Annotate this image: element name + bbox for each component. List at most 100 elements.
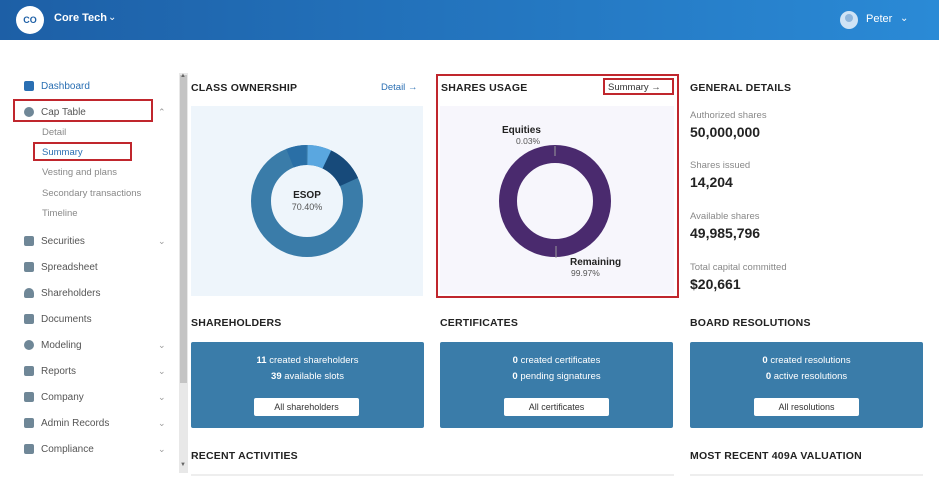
sidebar-item-label: Spreadsheet <box>41 261 98 273</box>
sidebar-item-spreadsheet[interactable]: Spreadsheet <box>24 259 98 275</box>
sidebar-sub-secondary[interactable]: Secondary transactions <box>42 188 142 199</box>
sidebar-item-cap-table[interactable]: Cap Table ⌃ <box>24 104 166 120</box>
authorized-shares-label: Authorized shares <box>690 110 767 121</box>
chevron-down-icon: ⌄ <box>158 391 166 402</box>
sidebar-item-label: Reports <box>41 365 77 377</box>
building-icon <box>24 392 34 402</box>
available-shares-label: Available shares <box>690 211 760 222</box>
class-ownership-donut <box>251 145 363 257</box>
certificates-title: CERTIFICATES <box>440 317 519 329</box>
card-text: created certificates <box>520 355 601 366</box>
shield-icon <box>24 444 34 454</box>
shareholders-card: 11 created shareholders 39 available slo… <box>191 342 424 428</box>
count: 0 <box>512 371 518 382</box>
remaining-value: 99.97% <box>571 268 600 278</box>
sidebar-sub-detail[interactable]: Detail <box>42 127 67 138</box>
total-capital-value: $20,661 <box>690 276 741 292</box>
chevron-down-icon[interactable]: ⌄ <box>108 12 117 23</box>
sidebar-item-label: Documents <box>41 313 92 325</box>
sidebar-sub-timeline[interactable]: Timeline <box>42 208 78 219</box>
card-line: 39 available slots <box>191 371 424 382</box>
card-text: created shareholders <box>269 355 359 366</box>
shares-usage-summary-link[interactable]: Summary → <box>608 82 661 93</box>
scrollbar-thumb[interactable] <box>180 75 187 383</box>
sidebar-item-securities[interactable]: Securities ⌄ <box>24 233 166 249</box>
card-line: 11 created shareholders <box>191 355 424 366</box>
sidebar-item-compliance[interactable]: Compliance ⌄ <box>24 441 166 457</box>
all-certificates-button[interactable]: All certificates <box>504 398 609 416</box>
shares-usage-title: SHARES USAGE <box>441 82 528 94</box>
scroll-up-icon[interactable]: ▲ <box>180 73 186 79</box>
board-resolutions-title: BOARD RESOLUTIONS <box>690 317 811 329</box>
summary-link-label: Summary <box>608 82 649 93</box>
scroll-down-icon[interactable]: ▼ <box>180 462 186 468</box>
sidebar-item-label: Compliance <box>41 443 94 455</box>
sidebar-item-company[interactable]: Company ⌄ <box>24 389 166 405</box>
sidebar-item-shareholders[interactable]: Shareholders <box>24 285 100 301</box>
class-ownership-panel <box>191 106 423 296</box>
pie-chart-icon <box>24 107 34 117</box>
arrow-right-icon: → <box>651 82 661 93</box>
sidebar-item-modeling[interactable]: Modeling ⌄ <box>24 337 166 353</box>
card-line: 0 active resolutions <box>690 371 923 382</box>
sidebar-item-label: Admin Records <box>41 417 110 429</box>
count: 11 <box>256 355 267 366</box>
sidebar-item-label: Modeling <box>41 339 82 351</box>
card-text: active resolutions <box>773 371 848 382</box>
sidebar-item-label: Company <box>41 391 84 403</box>
reports-icon <box>24 366 34 376</box>
shares-issued-value: 14,204 <box>690 174 733 190</box>
user-avatar-icon[interactable] <box>840 11 858 29</box>
board-resolutions-card: 0 created resolutions 0 active resolutio… <box>690 342 923 428</box>
chevron-down-icon[interactable]: ⌄ <box>900 13 909 24</box>
card-line: 0 pending signatures <box>440 371 673 382</box>
all-shareholders-button[interactable]: All shareholders <box>254 398 359 416</box>
available-shares-value: 49,985,796 <box>690 225 761 241</box>
all-resolutions-button[interactable]: All resolutions <box>754 398 859 416</box>
shares-usage-donut <box>499 145 611 258</box>
count: 0 <box>765 371 772 382</box>
equities-value: 0.03% <box>516 136 541 146</box>
highlight-box <box>436 74 679 298</box>
top-bar: CO Core Tech ⌄ Peter ⌄ <box>0 0 939 40</box>
total-capital-label: Total capital committed <box>690 262 787 273</box>
donut-center-label: ESOP <box>293 190 321 201</box>
lightbulb-icon <box>24 340 34 350</box>
sidebar-item-reports[interactable]: Reports ⌄ <box>24 363 166 379</box>
count: 0 <box>512 355 518 366</box>
highlight-box <box>603 78 674 95</box>
class-ownership-detail-link[interactable]: Detail → <box>381 82 417 93</box>
sidebar-item-label: Securities <box>41 235 85 247</box>
count: 0 <box>762 355 768 366</box>
arrow-right-icon: → <box>407 82 418 93</box>
chevron-down-icon: ⌄ <box>158 339 166 350</box>
shares-issued-label: Shares issued <box>690 160 751 171</box>
sidebar-item-dashboard[interactable]: Dashboard <box>24 78 90 94</box>
card-text: available slots <box>284 371 344 382</box>
esop-segment <box>251 145 363 257</box>
class-ownership-title: CLASS OWNERSHIP <box>191 82 298 94</box>
company-name[interactable]: Core Tech <box>54 12 107 24</box>
sidebar-sub-summary[interactable]: Summary <box>42 147 83 158</box>
card-text: pending signatures <box>520 371 601 382</box>
highlight-box <box>13 99 153 122</box>
dashboard-icon <box>24 81 34 91</box>
authorized-shares-value: 50,000,000 <box>690 124 761 140</box>
count: 39 <box>271 371 282 382</box>
chevron-down-icon: ⌄ <box>158 417 166 428</box>
valuation-title: MOST RECENT 409A VALUATION <box>690 450 862 462</box>
sidebar-item-admin-records[interactable]: Admin Records ⌄ <box>24 415 166 431</box>
donut-center-value: 70.40% <box>291 202 323 212</box>
user-icon <box>24 288 34 298</box>
card-text: created resolutions <box>770 355 851 366</box>
company-logo[interactable]: CO <box>16 6 44 34</box>
user-name[interactable]: Peter <box>866 13 893 25</box>
remaining-label: Remaining <box>570 257 622 268</box>
card-line: 0 created resolutions <box>690 355 923 366</box>
folder-icon <box>24 314 34 324</box>
sidebar-item-documents[interactable]: Documents <box>24 311 92 327</box>
certificates-card: 0 created certificates 0 pending signatu… <box>440 342 673 428</box>
shares-usage-panel <box>440 106 674 294</box>
sidebar-sub-vesting[interactable]: Vesting and plans <box>42 167 118 178</box>
admin-icon <box>24 418 34 428</box>
